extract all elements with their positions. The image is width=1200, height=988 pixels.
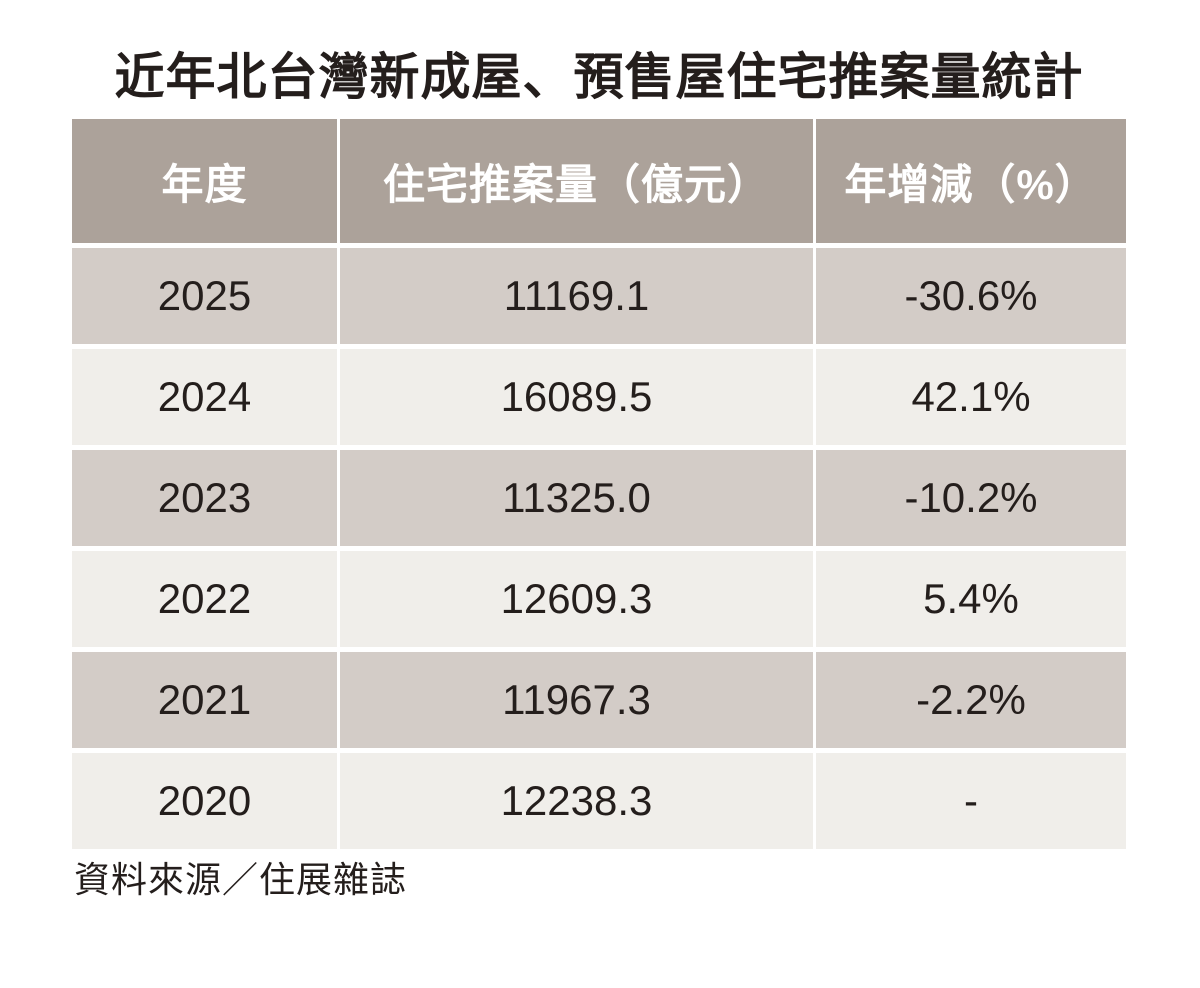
change-cell: -10.2%	[816, 450, 1126, 546]
change-cell: -2.2%	[816, 652, 1126, 748]
change-cell: -	[816, 753, 1126, 849]
volume-cell: 11325.0	[340, 450, 813, 546]
volume-cell: 12609.3	[340, 551, 813, 647]
year-cell: 2020	[72, 753, 337, 849]
change-cell: -30.6%	[816, 248, 1126, 344]
year-cell: 2025	[72, 248, 337, 344]
column-header-change: 年增減（%）	[816, 119, 1126, 243]
year-cell: 2023	[72, 450, 337, 546]
column-header-year: 年度	[72, 119, 337, 243]
change-cell: 42.1%	[816, 349, 1126, 445]
column-header-volume: 住宅推案量（億元）	[340, 119, 813, 243]
change-cell: 5.4%	[816, 551, 1126, 647]
year-cell: 2024	[72, 349, 337, 445]
year-cell: 2021	[72, 652, 337, 748]
year-cell: 2022	[72, 551, 337, 647]
page-title: 近年北台灣新成屋、預售屋住宅推案量統計	[114, 49, 1084, 105]
volume-cell: 11967.3	[340, 652, 813, 748]
volume-cell: 11169.1	[340, 248, 813, 344]
data-table: 年度 住宅推案量（億元） 年增減（%） 2025 11169.1 -30.6% …	[72, 119, 1126, 849]
volume-cell: 12238.3	[340, 753, 813, 849]
source-note: 資料來源／住展雜誌	[74, 859, 408, 900]
volume-cell: 16089.5	[340, 349, 813, 445]
